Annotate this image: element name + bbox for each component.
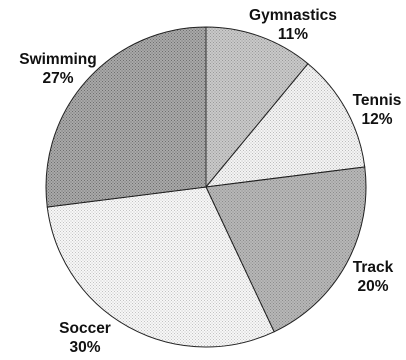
slice-label-soccer: Soccer <box>59 320 111 337</box>
slice-gymnastics <box>205 26 309 189</box>
pie-labels: Gymnastics 11% Tennis 12% Track 20% Soccer 30% S… <box>19 7 401 356</box>
slice-value-gymnastics: 11% <box>278 26 308 43</box>
slice-value-track: 20% <box>357 278 388 295</box>
slice-value-soccer: 30% <box>69 339 100 356</box>
slice-value-tennis: 12% <box>361 111 392 128</box>
slice-value-swimming: 27% <box>42 70 73 87</box>
slice-label-tennis: Tennis <box>353 92 402 109</box>
slice-track <box>205 166 367 333</box>
slice-soccer <box>46 186 275 348</box>
slice-label-swimming: Swimming <box>19 51 97 68</box>
slice-swimming <box>45 26 207 208</box>
slice-tennis <box>204 63 366 188</box>
pie-slices <box>45 26 367 348</box>
slice-label-gymnastics: Gymnastics <box>249 7 337 24</box>
slice-label-track: Track <box>353 259 394 276</box>
